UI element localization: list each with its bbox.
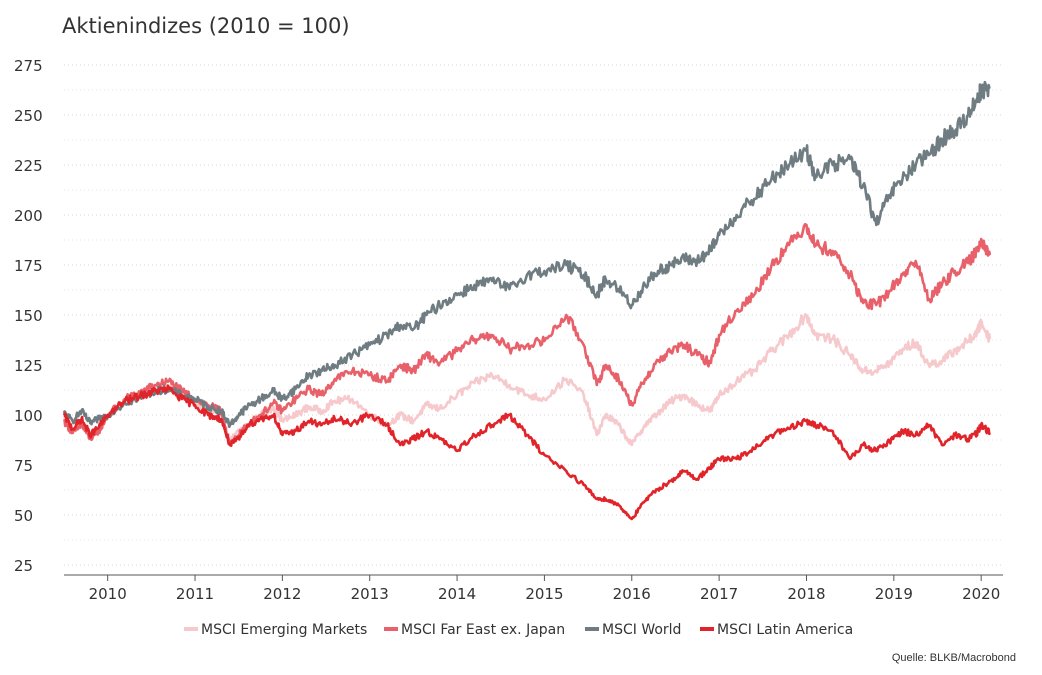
chart-title: Aktienindizes (2010 = 100) xyxy=(62,14,350,38)
y-tick-label: 100 xyxy=(14,407,43,425)
series-line xyxy=(62,80,991,429)
legend-label: MSCI Emerging Markets xyxy=(201,622,367,638)
axes: 25 50 75 100 125 150 175 200 225 250 275 2010 2011 20… xyxy=(14,57,1003,603)
x-tick-label: 2016 xyxy=(613,585,651,603)
x-tick-label: 2010 xyxy=(89,585,127,603)
series-line xyxy=(62,384,991,521)
x-tick-label: 2011 xyxy=(176,585,214,603)
x-tick-label: 2019 xyxy=(875,585,913,603)
x-tick-label: 2020 xyxy=(962,585,1000,603)
source-note: Quelle: BLKB/Macrobond xyxy=(891,652,1016,664)
x-tick-label: 2017 xyxy=(700,585,738,603)
x-tick-label: 2012 xyxy=(263,585,301,603)
legend: MSCI Emerging Markets MSCI Far East ex. J… xyxy=(184,622,853,638)
x-tick-label: 2014 xyxy=(438,585,476,603)
y-tick-label: 75 xyxy=(14,457,33,475)
y-tick-label: 225 xyxy=(14,157,43,175)
y-tick-label: 250 xyxy=(14,107,43,125)
x-tick-label: 2015 xyxy=(525,585,563,603)
grid-lines xyxy=(64,64,1003,566)
legend-label: MSCI Latin America xyxy=(717,622,853,638)
y-tick-label: 150 xyxy=(14,307,43,325)
y-tick-label: 125 xyxy=(14,357,43,375)
series-line xyxy=(63,313,992,447)
legend-label: MSCI World xyxy=(602,622,681,638)
x-tick-label: 2013 xyxy=(351,585,389,603)
y-tick-label: 275 xyxy=(14,57,43,75)
y-tick-label: 175 xyxy=(14,257,43,275)
x-tick-label: 2018 xyxy=(787,585,825,603)
y-tick-label: 200 xyxy=(14,207,43,225)
y-tick-label: 50 xyxy=(14,507,33,525)
legend-label: MSCI Far East ex. Japan xyxy=(401,622,565,638)
series-lines xyxy=(62,80,992,521)
y-tick-label: 25 xyxy=(14,557,33,575)
